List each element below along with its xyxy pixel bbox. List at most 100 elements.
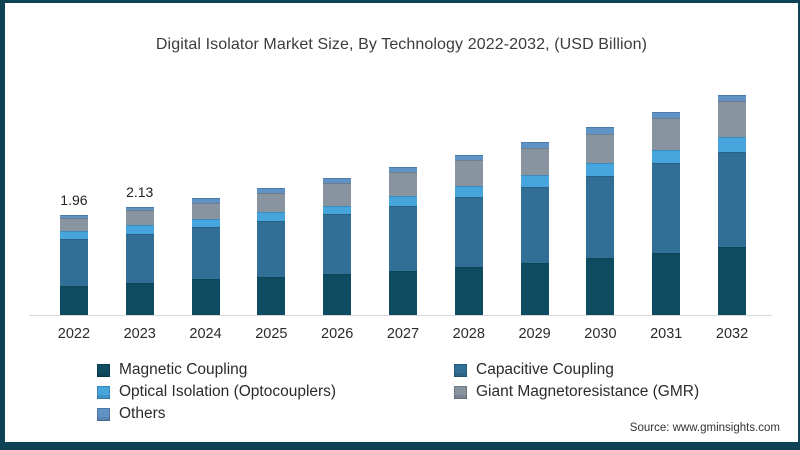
bar-segment-gmr	[520, 147, 549, 176]
bar-segment-capacitive	[520, 186, 549, 263]
bar-segment-optical	[388, 195, 417, 206]
bar-segment-magnetic	[257, 276, 286, 315]
x-tick-label-2024: 2024	[189, 326, 222, 342]
bar-column-2026: 2026	[321, 81, 353, 342]
data-label-2023: 2.13	[126, 183, 154, 200]
data-label-2022: 1.96	[60, 192, 88, 209]
bar-segment-others	[586, 127, 615, 134]
legend-label: Optical Isolation (Optocouplers)	[119, 383, 337, 400]
stacked-bar-2026	[323, 178, 352, 315]
stacked-bar-2023	[125, 206, 154, 315]
bar-segment-optical	[125, 224, 154, 234]
bar-segment-others	[454, 154, 483, 161]
legend-swatch-icon	[97, 407, 110, 421]
bar-segment-capacitive	[125, 233, 154, 283]
bar-segment-optical	[718, 136, 747, 152]
bar-segment-optical	[257, 212, 286, 221]
legend-swatch-icon	[454, 385, 467, 399]
bar-column-2028: 2028	[453, 81, 485, 342]
bar-segment-magnetic	[388, 270, 417, 315]
bar-segment-magnetic	[586, 258, 615, 315]
bar-segment-optical	[323, 205, 352, 215]
bar-segment-others	[125, 206, 154, 211]
x-axis-line	[29, 315, 772, 316]
bar-segment-capacitive	[59, 239, 88, 287]
bar-segment-optical	[59, 230, 88, 240]
bar-segment-capacitive	[191, 227, 220, 280]
legend-swatch-icon	[97, 363, 110, 377]
bar-segment-magnetic	[454, 266, 483, 315]
bar-segment-optical	[191, 218, 220, 228]
bar-segment-gmr	[388, 172, 417, 196]
bar-segment-optical	[454, 185, 483, 197]
bar-segment-gmr	[191, 202, 220, 219]
bar-segment-magnetic	[323, 274, 352, 315]
bar-column-2032: 2032	[716, 81, 748, 342]
bar-segment-optical	[520, 175, 549, 187]
chart-title: Digital Isolator Market Size, By Technol…	[155, 36, 648, 53]
x-tick-label-2027: 2027	[386, 326, 420, 342]
x-tick-label-2025: 2025	[255, 326, 288, 342]
bar-column-2025: 2025	[255, 81, 287, 342]
bar-segment-gmr	[125, 210, 154, 225]
bar-segment-gmr	[652, 117, 681, 151]
bar-segment-capacitive	[586, 176, 615, 259]
bar-column-2023: 2.13 2023	[124, 81, 156, 342]
stacked-bar-2027	[388, 167, 417, 315]
bar-segment-gmr	[323, 183, 352, 206]
bar-segment-magnetic	[59, 286, 88, 315]
plot-area: 1.96 2022 2.13 2023 2024 2025 2026 2027 2028 2029…	[41, 81, 765, 342]
stacked-bar-2024	[191, 198, 220, 315]
bar-segment-gmr	[257, 192, 286, 213]
stacked-bar-2028	[454, 154, 483, 315]
legend-item-capacitive: Capacitive Coupling	[454, 361, 757, 379]
bar-segment-capacitive	[454, 196, 483, 267]
bar-segment-capacitive	[652, 163, 681, 253]
bar-segment-others	[59, 215, 88, 218]
bar-segment-magnetic	[520, 262, 549, 315]
stacked-bar-2032	[718, 95, 747, 315]
bar-segment-capacitive	[718, 151, 747, 248]
x-tick-label-2028: 2028	[452, 326, 485, 342]
x-tick-label-2032: 2032	[715, 326, 749, 342]
bar-segment-others	[718, 95, 747, 101]
legend-label: Others	[119, 405, 166, 422]
bar-column-2027: 2027	[387, 81, 419, 342]
source-attribution: Source: www.gminsights.com	[629, 422, 780, 434]
x-tick-label-2022: 2022	[57, 326, 91, 342]
bar-segment-optical	[586, 163, 615, 177]
bar-column-2029: 2029	[518, 81, 551, 342]
legend: Magnetic Coupling Capacitive Coupling Opti…	[97, 361, 757, 423]
stacked-bar-2029	[520, 141, 549, 315]
legend-label: Capacitive Coupling	[476, 361, 614, 378]
bar-segment-magnetic	[652, 252, 681, 315]
bar-segment-others	[652, 112, 681, 118]
bars-container: 1.96 2022 2.13 2023 2024 2025 2026 2027 2028 2029…	[41, 81, 765, 342]
legend-item-others: Others	[97, 405, 454, 423]
bar-segment-magnetic	[191, 279, 220, 315]
x-tick-label-2026: 2026	[321, 326, 354, 342]
stacked-bar-2025	[257, 188, 286, 315]
bar-segment-others	[323, 178, 352, 184]
x-tick-label-2029: 2029	[518, 326, 551, 342]
bar-column-2022: 1.96 2022	[58, 81, 90, 342]
bar-column-2031: 2031	[650, 81, 682, 342]
legend-swatch-icon	[97, 385, 110, 399]
bar-column-2030: 2030	[584, 81, 617, 342]
stacked-bar-2022	[59, 215, 88, 315]
bar-segment-magnetic	[125, 282, 154, 315]
bar-segment-capacitive	[257, 220, 286, 277]
x-tick-label-2023: 2023	[123, 326, 156, 342]
x-tick-label-2030: 2030	[584, 326, 617, 342]
bar-segment-capacitive	[323, 214, 352, 275]
bar-segment-magnetic	[718, 247, 747, 315]
stacked-bar-2031	[652, 112, 681, 315]
legend-label: Magnetic Coupling	[119, 361, 248, 378]
legend-label: Giant Magnetoresistance (GMR)	[476, 383, 700, 400]
bar-segment-gmr	[59, 217, 88, 231]
bar-segment-others	[388, 167, 417, 173]
legend-swatch-icon	[454, 363, 467, 377]
x-tick-label-2031: 2031	[650, 326, 683, 342]
bar-segment-others	[520, 141, 549, 148]
